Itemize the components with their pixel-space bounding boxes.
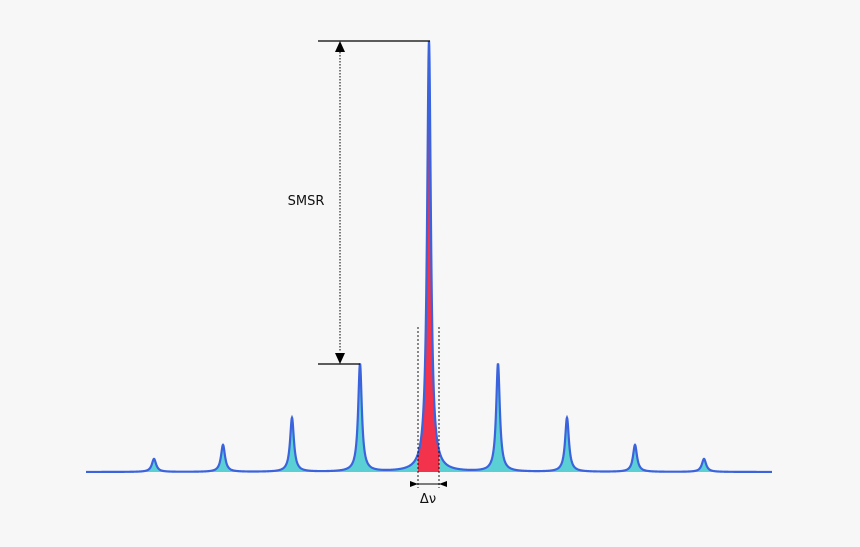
smsr-label: SMSR [288, 194, 325, 209]
smsr-arrow-down-icon [335, 353, 345, 364]
smsr-arrow-up-icon [335, 41, 345, 52]
main-mode-fill [418, 41, 439, 472]
linewidth-arrow-left-icon [410, 481, 418, 487]
linewidth-label: Δν [420, 492, 436, 507]
linewidth-arrow-right-icon [439, 481, 447, 487]
